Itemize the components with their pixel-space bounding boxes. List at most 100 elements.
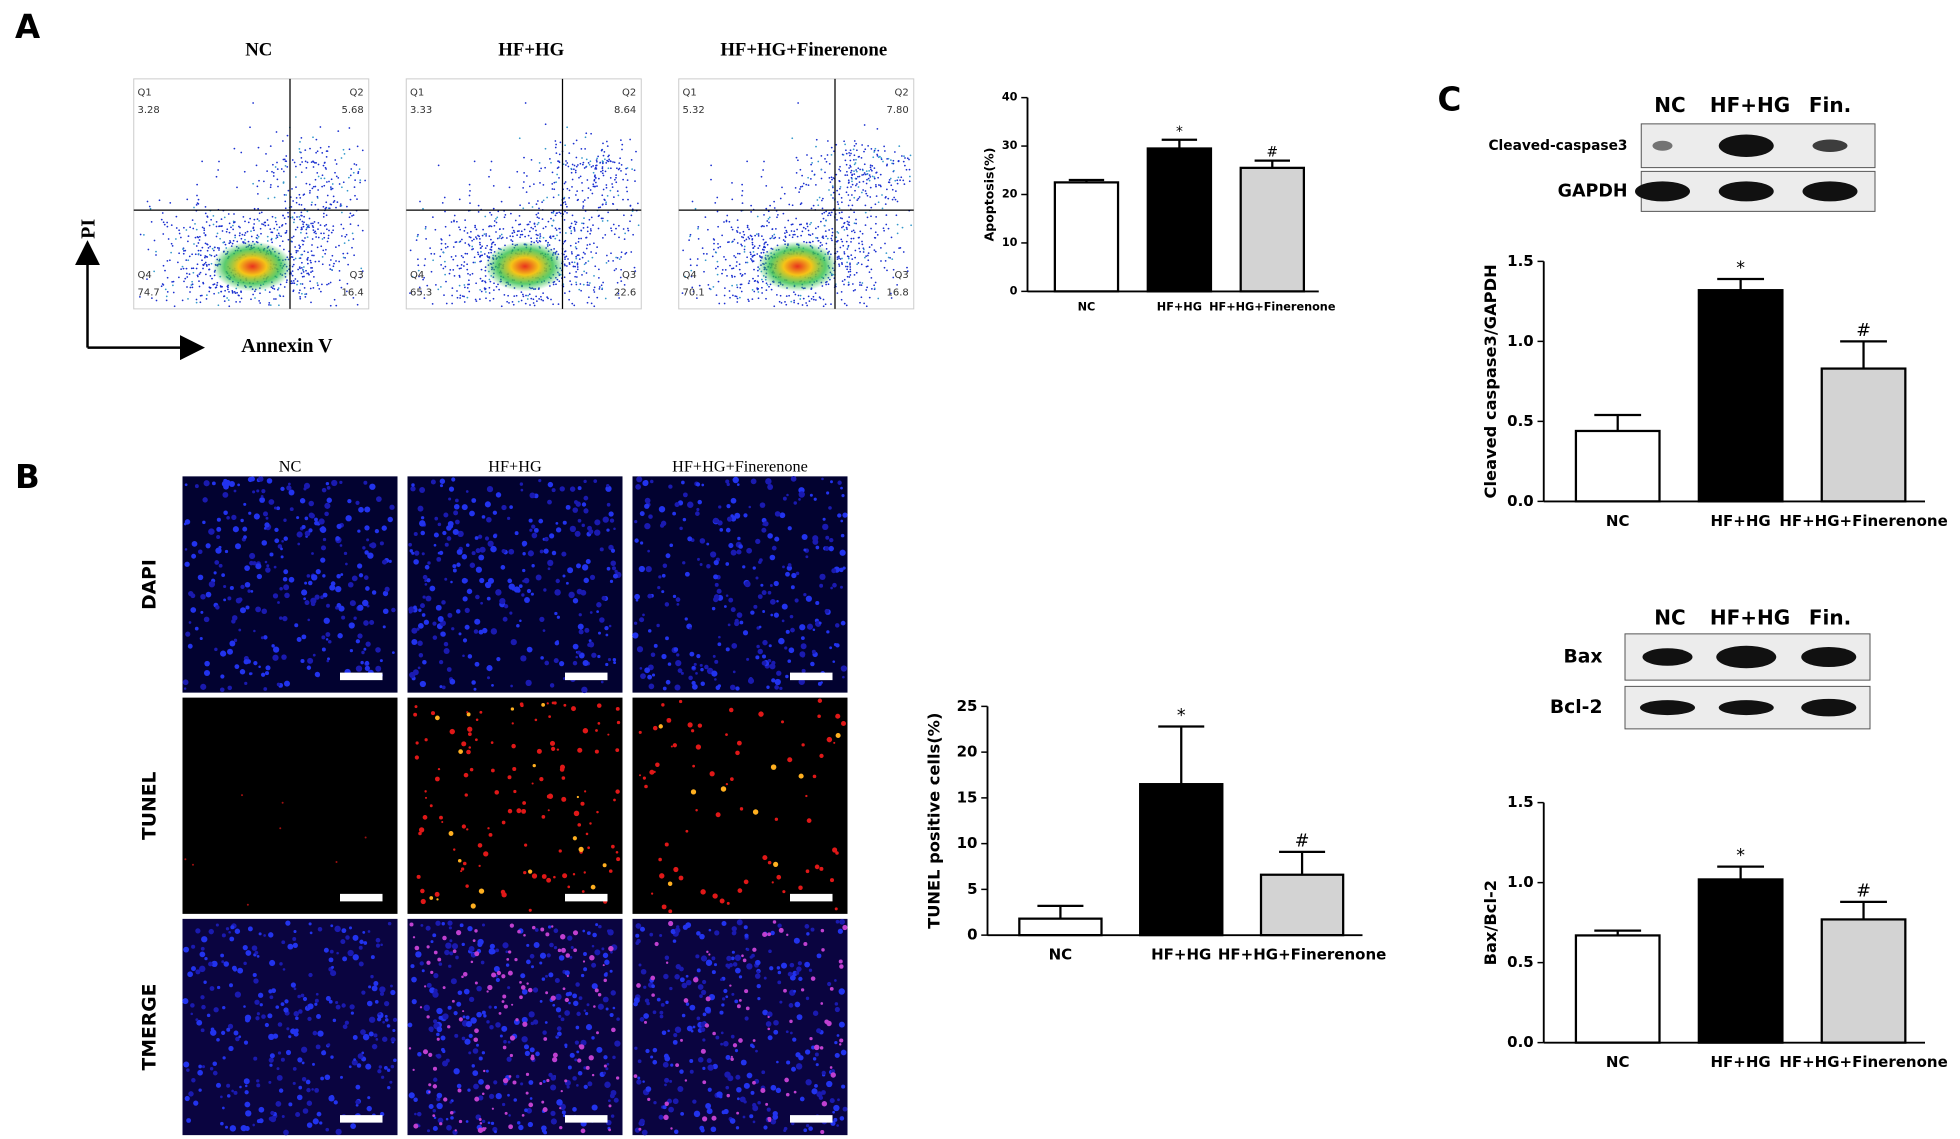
nucleus (266, 517, 269, 520)
nucleus (736, 549, 741, 554)
flow-dot (573, 266, 575, 268)
flow-dot (752, 256, 754, 258)
nucleus (725, 562, 729, 566)
nucleus (547, 560, 553, 566)
nucleus (728, 624, 731, 627)
flow-dot (497, 211, 499, 213)
flow-dot (856, 263, 858, 265)
quadrant-value: 5.32 (683, 105, 705, 116)
flow-dot (731, 285, 733, 287)
flow-dot (632, 234, 634, 236)
flow-dot (573, 168, 575, 170)
nucleus (649, 684, 655, 690)
flow-dot (248, 222, 250, 224)
flow-dot (480, 247, 482, 249)
flow-dot (840, 247, 842, 249)
nucleus (357, 633, 362, 638)
tunel-spot (458, 859, 462, 863)
flow-dot (833, 177, 835, 179)
flow-dot (140, 234, 142, 236)
nucleus (753, 605, 757, 609)
flow-dot (484, 281, 486, 283)
flow-dot (555, 283, 557, 285)
flow-dot (830, 194, 832, 196)
flow-dot (185, 259, 187, 261)
flow-dot (581, 148, 583, 150)
nucleus (814, 498, 817, 501)
nucleus (543, 629, 546, 632)
flow-dot (870, 269, 872, 271)
nucleus (583, 480, 586, 483)
flow-dot (827, 215, 829, 217)
flow-dot (617, 190, 619, 192)
nucleus (295, 1016, 299, 1020)
flow-dot (206, 221, 208, 223)
nucleus (368, 930, 371, 933)
nucleus (283, 1130, 289, 1136)
flow-dot (606, 184, 608, 186)
flow-dot (885, 260, 887, 262)
nucleus (393, 1058, 397, 1062)
tunel-spot (740, 807, 743, 810)
flow-dot (167, 291, 169, 293)
flow-dot (843, 251, 845, 253)
flow-dot (857, 167, 859, 169)
flow-dot (496, 286, 498, 288)
flow-dot (710, 179, 712, 181)
nucleus (235, 992, 241, 998)
flow-dot (588, 284, 590, 286)
flow-dot (425, 238, 427, 240)
nucleus (200, 611, 203, 614)
flow-dot (753, 291, 755, 293)
flow-dot (863, 303, 865, 305)
flow-dot (869, 246, 871, 248)
nucleus (534, 528, 539, 533)
nucleus (613, 574, 618, 579)
flow-dot (780, 295, 782, 297)
flow-dot (539, 170, 541, 172)
nucleus (647, 594, 652, 599)
flow-dot (469, 202, 471, 204)
nucleus (258, 476, 264, 482)
flow-dot (315, 261, 317, 263)
flow-dot (862, 233, 864, 235)
nucleus (482, 1011, 486, 1015)
flow-dot (516, 234, 518, 236)
nucleus (329, 585, 335, 591)
nucleus (551, 1118, 557, 1124)
nucleus (244, 1041, 248, 1045)
flow-dot (295, 250, 297, 252)
nucleus (521, 593, 524, 596)
nucleus (582, 930, 585, 933)
flow-dot (737, 253, 739, 255)
nucleus (358, 507, 364, 513)
flow-dot (848, 194, 850, 196)
nucleus (390, 990, 395, 995)
nucleus (564, 1044, 567, 1047)
flow-dot (837, 251, 839, 253)
nucleus (834, 643, 837, 646)
flow-dot (239, 227, 241, 229)
nucleus (587, 1081, 592, 1086)
flow-dot (909, 169, 911, 171)
flow-dot (766, 225, 768, 227)
flow-dot (196, 268, 198, 270)
nucleus (372, 590, 376, 594)
nucleus (533, 987, 538, 992)
nucleus (463, 1015, 466, 1018)
flow-dot (829, 163, 831, 165)
nucleus (308, 581, 312, 585)
flow-dot (300, 283, 302, 285)
nucleus (418, 506, 424, 512)
flow-dot (162, 212, 164, 214)
nucleus (675, 660, 681, 666)
flow-dot (313, 287, 315, 289)
tunel-spot (483, 851, 488, 856)
flow-dot (563, 198, 565, 200)
nucleus (528, 550, 534, 556)
nucleus (744, 581, 750, 587)
nucleus (591, 1036, 594, 1039)
nucleus (540, 953, 546, 959)
nucleus (436, 1103, 442, 1109)
flow-dot (853, 230, 855, 232)
